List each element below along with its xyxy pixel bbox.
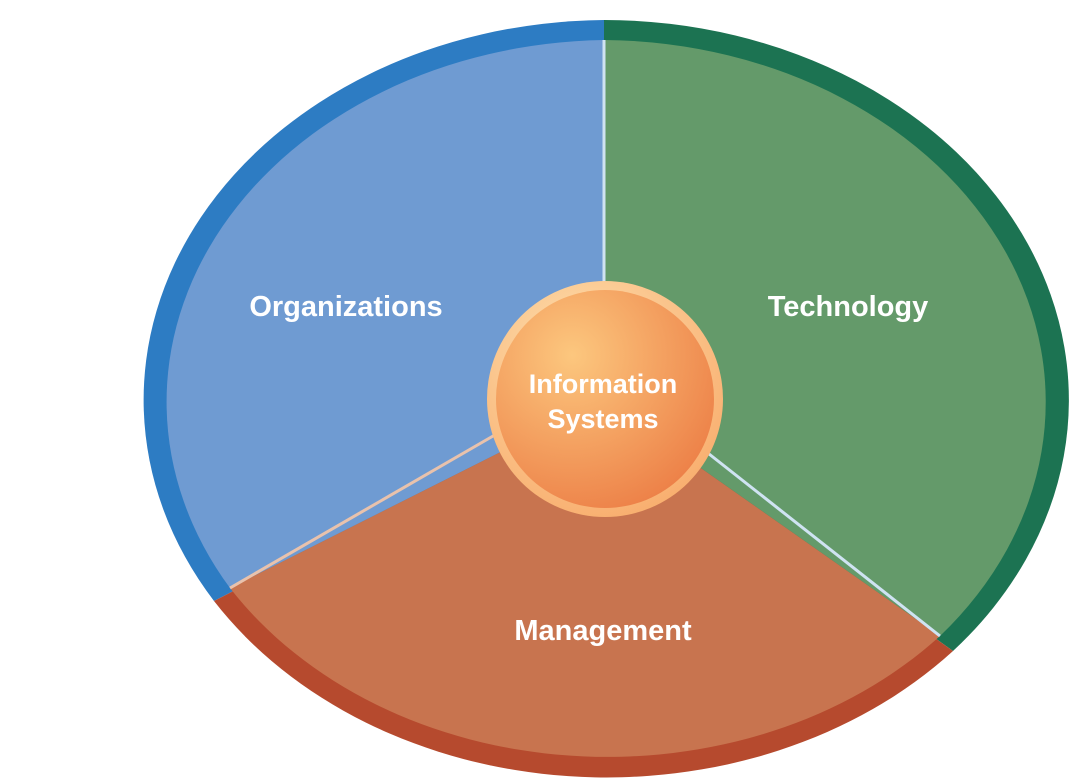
divider-left bbox=[229, 430, 501, 590]
hub-core bbox=[496, 290, 714, 508]
organizations-segment bbox=[166, 40, 604, 588]
divider-right bbox=[703, 448, 941, 638]
organizations-label: Organizations bbox=[249, 291, 442, 323]
management-label: Management bbox=[514, 615, 692, 647]
technology-label: Technology bbox=[768, 291, 929, 323]
center-label-line1: Information bbox=[529, 369, 678, 399]
technology-segment bbox=[604, 40, 1046, 636]
center-label-line2: Systems bbox=[547, 404, 658, 434]
management-segment bbox=[230, 400, 940, 757]
